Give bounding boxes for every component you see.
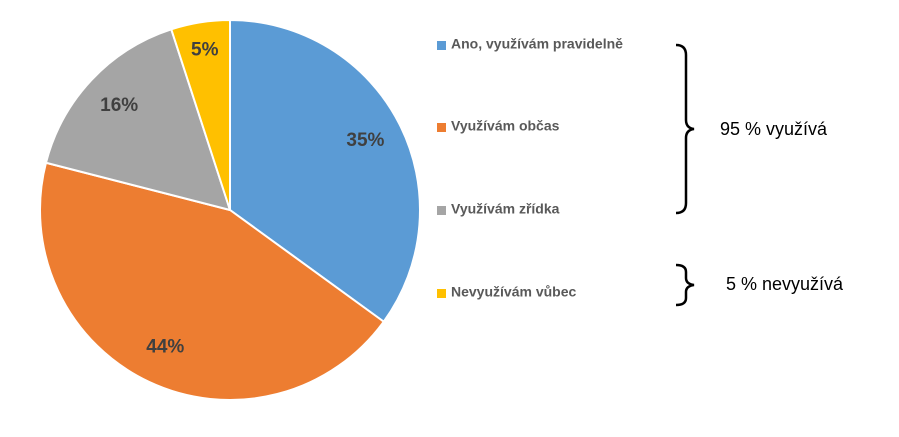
annotation: 5 % nevyužívá	[726, 274, 844, 294]
pie-slice	[39, 161, 386, 401]
legend-swatch	[437, 206, 446, 215]
data-label: 44%	[146, 337, 184, 358]
pie-slice	[170, 18, 231, 211]
legend-label: Využívám zřídka	[451, 201, 560, 217]
pie-slice	[229, 18, 421, 324]
pie-slice	[44, 28, 232, 212]
data-label: 16%	[100, 95, 138, 116]
data-label: 5%	[191, 40, 219, 61]
brace	[675, 263, 695, 307]
legend-swatch	[437, 41, 446, 50]
legend-label: Ano, využívám pravidelně	[451, 36, 623, 52]
legend-label: Nevyužívám vůbec	[451, 284, 576, 300]
annotation: 95 % využívá	[720, 119, 828, 139]
legend-swatch	[437, 123, 446, 132]
legend-swatch	[437, 289, 446, 298]
brace	[675, 43, 695, 215]
data-label: 35%	[346, 130, 384, 151]
legend-label: Využívám občas	[451, 118, 560, 134]
